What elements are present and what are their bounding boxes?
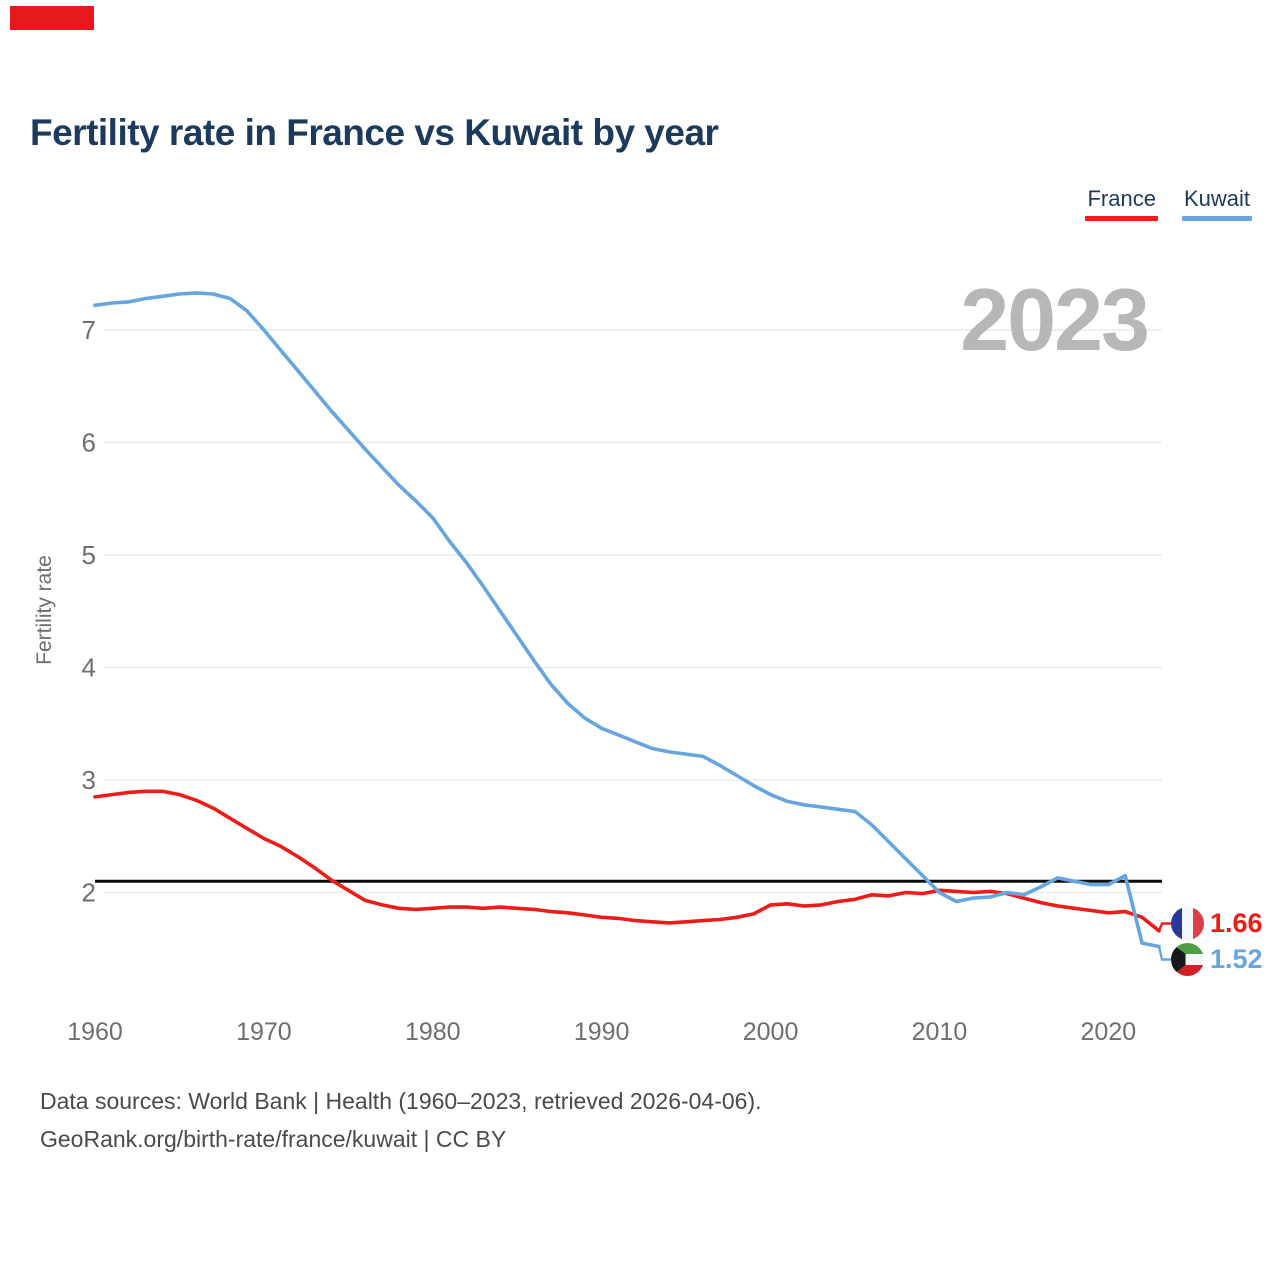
x-tick-label-2020: 2020: [1081, 1018, 1137, 1046]
kuwait-flag-icon: [1171, 943, 1204, 976]
kuwait-label-connector: [1157, 946, 1172, 961]
france-line[interactable]: [93, 789, 1161, 933]
france-label-connector: [1157, 922, 1172, 932]
kuwait-line[interactable]: [93, 291, 1161, 949]
legend-underline-kuwait: [1181, 216, 1252, 221]
y-tick-label-3: 3: [82, 765, 96, 795]
x-tick-label-1960: 1960: [67, 1018, 123, 1046]
end-value-france: 1.66: [1210, 908, 1263, 938]
y-tick-label-7: 7: [82, 315, 96, 345]
year-watermark: 2023: [960, 270, 1150, 369]
x-tick-label-1970: 1970: [236, 1018, 292, 1046]
legend-label-france[interactable]: France: [1087, 186, 1156, 211]
france-flag-icon: [1171, 907, 1204, 940]
x-tick-label-1980: 1980: [405, 1018, 461, 1046]
legend-item-france[interactable]: France: [1085, 186, 1158, 221]
x-tick-label-2010: 2010: [912, 1018, 968, 1046]
legend-label-kuwait[interactable]: Kuwait: [1183, 186, 1250, 211]
y-tick-label-4: 4: [82, 653, 96, 683]
footer: Data sources: World Bank | Health (1960–…: [40, 1082, 762, 1158]
footer-source-line: Data sources: World Bank | Health (1960–…: [40, 1088, 762, 1114]
y-tick-label-5: 5: [82, 540, 96, 570]
x-tick-label-2000: 2000: [743, 1018, 799, 1046]
y-tick-label-2: 2: [82, 878, 96, 908]
x-tick-label-1990: 1990: [574, 1018, 630, 1046]
brand-mark: [10, 6, 94, 30]
footer-url-line: GeoRank.org/birth-rate/france/kuwait | C…: [40, 1126, 507, 1152]
legend-underline-france: [1085, 216, 1158, 221]
end-value-kuwait: 1.52: [1210, 944, 1263, 974]
y-tick-label-6: 6: [82, 428, 96, 458]
page-title: Fertility rate in France vs Kuwait by ye…: [30, 112, 719, 153]
legend-item-kuwait[interactable]: Kuwait: [1181, 186, 1252, 221]
legend: France Kuwait: [1085, 186, 1252, 221]
